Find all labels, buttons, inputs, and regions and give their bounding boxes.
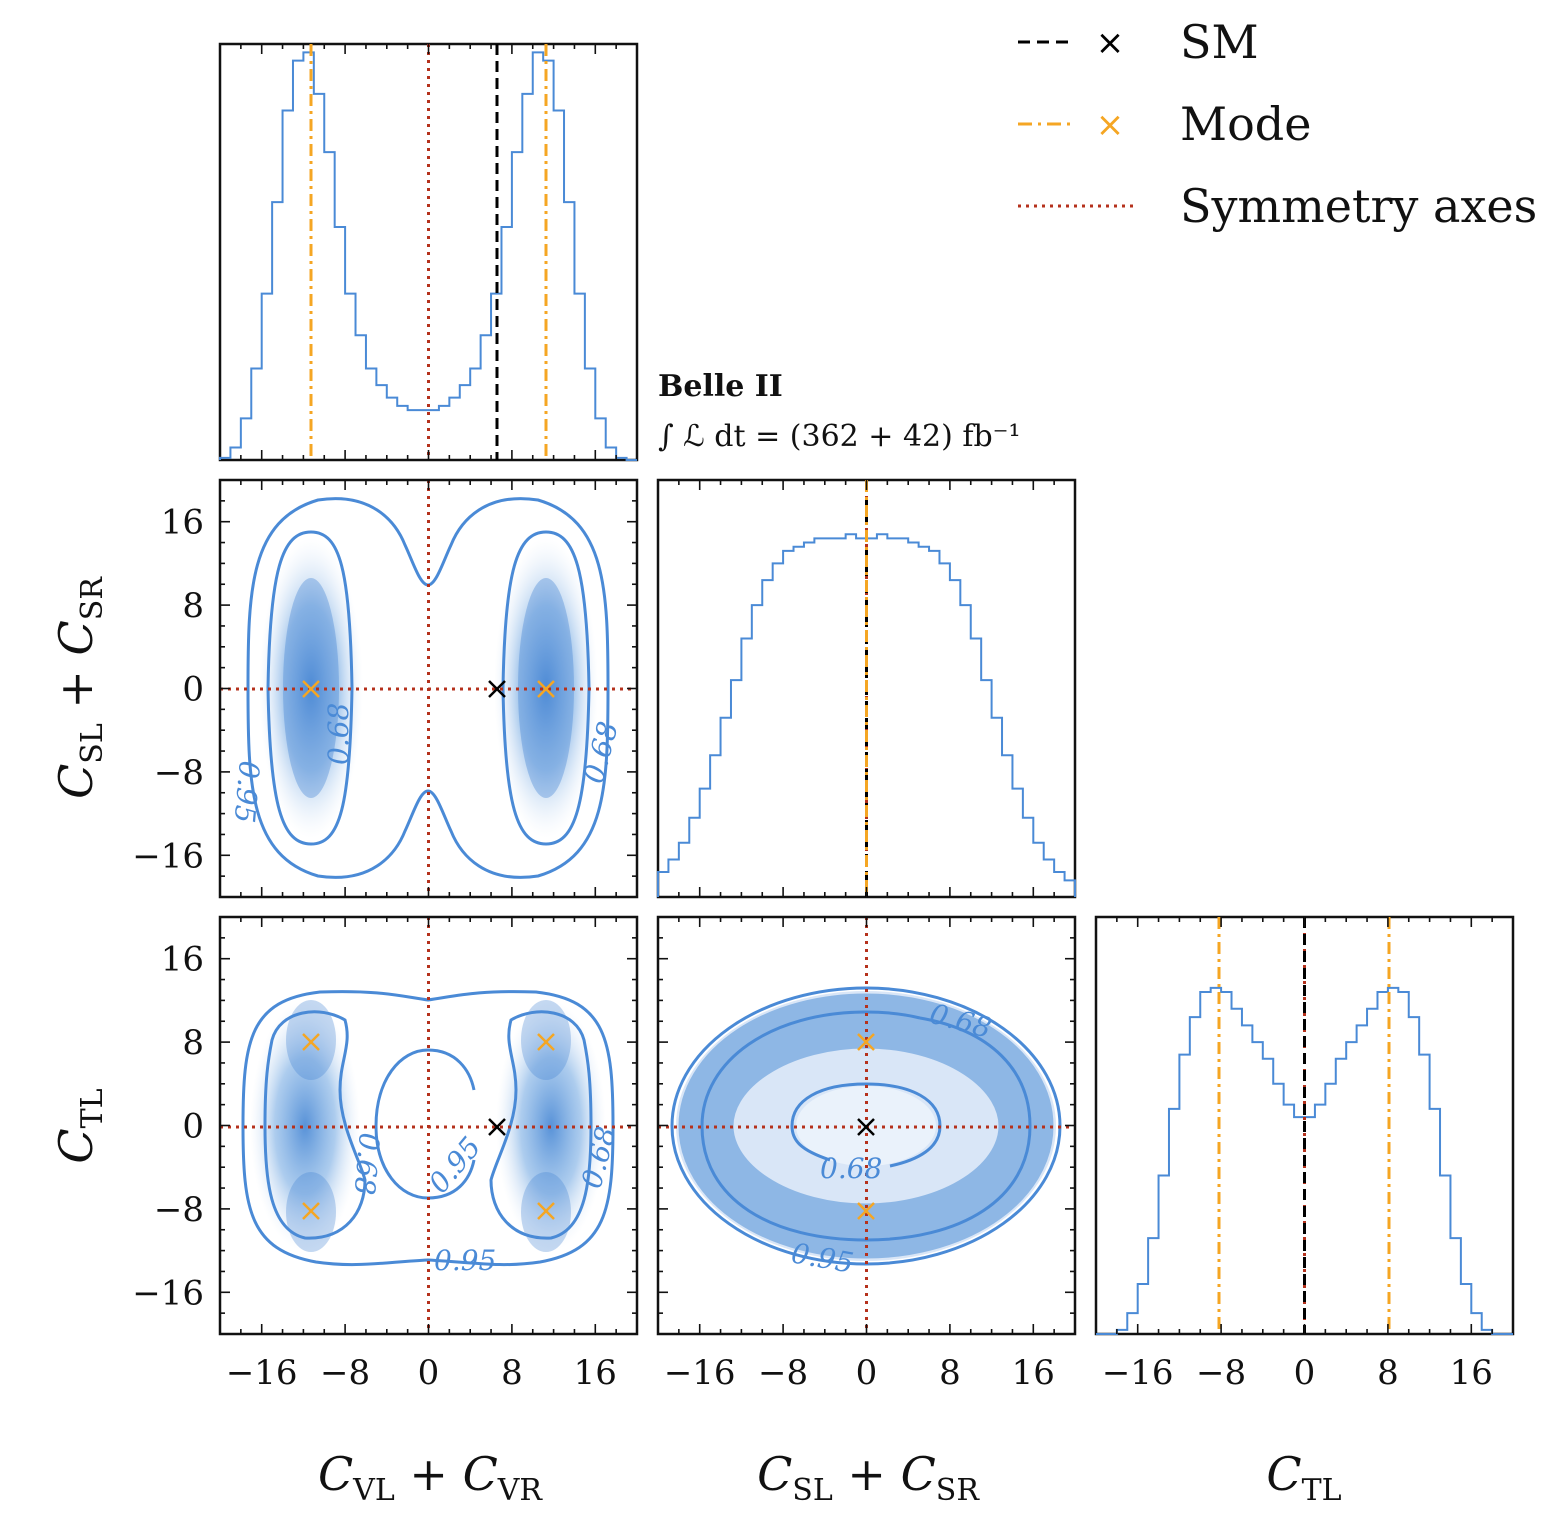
sm-marker (857, 1118, 875, 1136)
tick-labels: −16 −16 −16 −16 −16 −8 −8 −8 −8 −8 0 0 0 0 0 8 8 8 8 8 16 16 1… (132, 503, 1493, 1393)
tick-label: 8 (939, 1353, 961, 1393)
tick-label: 0 (856, 1353, 878, 1393)
mode-marker (537, 1202, 555, 1220)
hist-c-sl-sr-step (657, 533, 1076, 897)
tick-label: −16 (664, 1353, 736, 1393)
panel-sl-vs-tl: 0.68 0.68 0.95 (656, 915, 1077, 1336)
tick-label: 0 (418, 1353, 440, 1393)
hist-c-sl-sr-panel (656, 478, 1077, 899)
tick-label: 8 (1377, 1353, 1399, 1393)
tick-label: 0 (182, 1107, 204, 1147)
ticks (220, 917, 637, 1334)
sm-marker (488, 680, 506, 698)
y-axis-title-c-tl: CTL (49, 1088, 110, 1163)
hist-c-vl-vr-step (219, 51, 637, 461)
mode-marker (302, 1033, 320, 1051)
contour-068-inner (790, 1082, 942, 1168)
hist-c-vl-vr-panel (218, 42, 639, 462)
contour-label: 0.68 (322, 703, 355, 765)
tick-label: 16 (161, 503, 204, 543)
tick-label: 0 (182, 670, 204, 710)
contour-068-left (263, 1010, 367, 1240)
tick-label: 8 (501, 1353, 523, 1393)
tick-label: −16 (132, 1273, 204, 1313)
contours (246, 497, 610, 879)
tick-label: 16 (574, 1353, 617, 1393)
contour-label: 0.68 (348, 1131, 386, 1196)
mode-marker (857, 1202, 875, 1220)
experiment-name: Belle II (658, 369, 783, 404)
contour-095 (246, 497, 610, 879)
contour-label: 0.95 (434, 1244, 496, 1277)
tick-label: 8 (182, 586, 204, 626)
ticks (220, 480, 637, 897)
hist-c-tl-panel (1094, 915, 1515, 1336)
legend-item-symmetry-axes: Symmetry axes (1018, 179, 1537, 233)
mode-marker (537, 1033, 555, 1051)
mode-marker (302, 1202, 320, 1220)
legend-item-mode: × Mode (1018, 97, 1311, 151)
tick-label: 8 (182, 1023, 204, 1063)
x-axis-title-c-tl: CTL (1266, 1447, 1341, 1508)
mode-marker (302, 680, 320, 698)
contour-label: 0.95 (228, 759, 266, 824)
contour-label: 0.68 (820, 1152, 882, 1185)
ticks (1116, 917, 1493, 1334)
legend-label: Symmetry axes (1180, 179, 1537, 233)
mode-marker (857, 1033, 875, 1051)
contour-068-right (501, 530, 591, 846)
x-axis-title-c-vl-vr: CVL + CVR (318, 1447, 543, 1508)
y-axis-title-c-sl-sr: CSL + CSR (49, 576, 110, 799)
ticks (678, 480, 1055, 897)
legend: × SM × Mode Symmetry axes (1018, 15, 1537, 233)
x-axis-title-c-sl-sr: CSL + CSR (757, 1447, 980, 1508)
legend-marker: × (1096, 23, 1125, 63)
sm-marker (488, 1118, 506, 1136)
ticks (240, 44, 617, 460)
panel-vl-vs-tl: 0.68 0.95 0.68 0.95 (218, 915, 639, 1336)
legend-label: SM (1180, 15, 1259, 69)
tick-label: −16 (226, 1353, 298, 1393)
legend-label: Mode (1180, 97, 1311, 151)
tick-label: 16 (161, 940, 204, 980)
panel-vl-vs-sl: 0.95 0.68 0.68 (218, 478, 639, 899)
tick-label: 0 (1294, 1353, 1316, 1393)
legend-marker: × (1096, 105, 1125, 145)
tick-label: −8 (1196, 1353, 1246, 1393)
tick-label: −8 (154, 753, 204, 793)
tick-label: −16 (132, 836, 204, 876)
luminosity-label: ∫ ℒ dt = (362 + 42) fb⁻¹ (658, 419, 1021, 454)
tick-label: 16 (1012, 1353, 1055, 1393)
contour-068-outer (700, 1010, 1032, 1242)
tick-label: 16 (1450, 1353, 1493, 1393)
tick-label: −8 (758, 1353, 808, 1393)
tick-label: −8 (320, 1353, 370, 1393)
tick-label: −8 (154, 1190, 204, 1230)
ticks (658, 917, 1075, 1334)
legend-item-sm: × SM (1018, 15, 1259, 69)
contour-068-left (266, 530, 354, 846)
mode-marker (537, 680, 555, 698)
tick-label: −16 (1102, 1353, 1174, 1393)
